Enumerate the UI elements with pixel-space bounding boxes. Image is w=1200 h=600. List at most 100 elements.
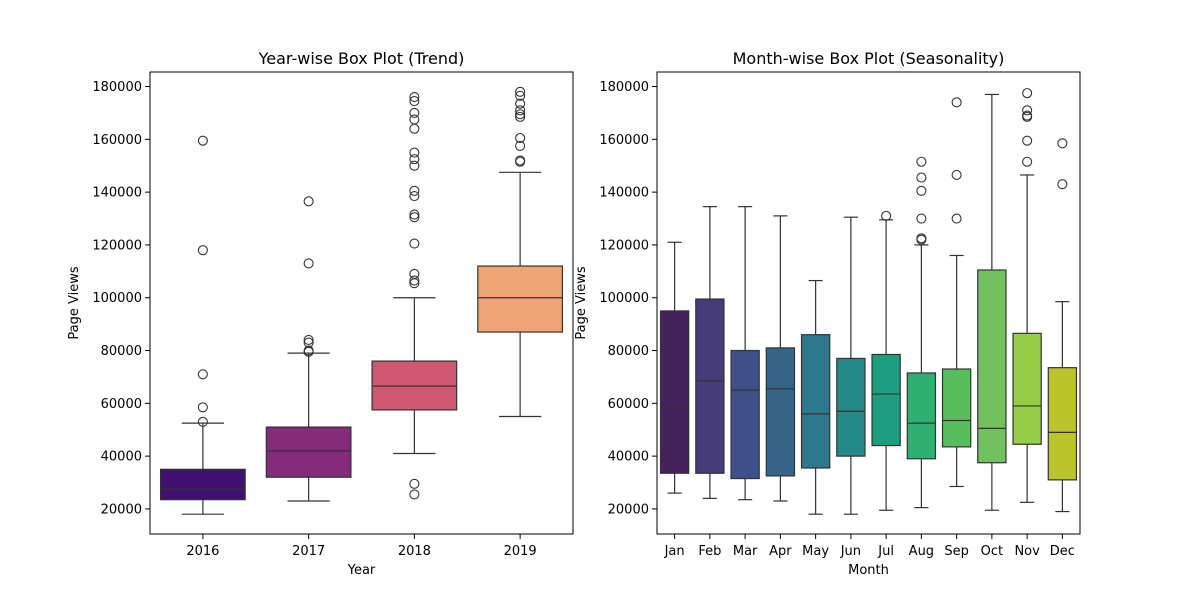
outlier-point bbox=[409, 92, 420, 103]
month-wise-x-tick-label: Sep bbox=[944, 544, 969, 559]
outlier-point bbox=[1022, 88, 1033, 99]
month-wise-box-Dec bbox=[1047, 138, 1078, 513]
month-wise-box-Oct bbox=[977, 93, 1007, 511]
year-wise-y-axis-label: Page Views bbox=[67, 266, 82, 339]
year-wise-box-2019 bbox=[477, 86, 564, 418]
year-wise-box-2017 bbox=[265, 196, 352, 502]
outlier-point bbox=[916, 156, 927, 167]
month-wise-x-tick-label: May bbox=[802, 544, 829, 559]
year-wise-y-tick-label: 140000 bbox=[92, 186, 142, 201]
iqr-box bbox=[730, 349, 760, 480]
year-wise-axes-frame bbox=[149, 71, 574, 535]
outlier-point bbox=[916, 233, 927, 244]
month-wise-y-axis-label: Page Views bbox=[574, 266, 589, 339]
outlier-point bbox=[197, 369, 208, 380]
outlier-point bbox=[916, 185, 927, 196]
outlier-point bbox=[409, 154, 420, 165]
iqr-box bbox=[765, 347, 796, 477]
iqr-box bbox=[659, 310, 690, 474]
outlier-point bbox=[197, 245, 208, 256]
month-wise-x-tick-label: Aug bbox=[909, 544, 934, 559]
month-wise-x-tick-label: Dec bbox=[1050, 544, 1075, 559]
month-wise-box-Jan bbox=[659, 241, 690, 494]
month-wise-x-tick-label: Apr bbox=[769, 544, 792, 559]
year-wise-y-tick-label: 160000 bbox=[92, 133, 142, 148]
year-wise-y-tick-label: 100000 bbox=[92, 291, 142, 306]
year-wise-x-tick-label: 2018 bbox=[398, 544, 431, 559]
outlier-point bbox=[197, 402, 208, 413]
outlier-point bbox=[197, 135, 208, 146]
outlier-point bbox=[515, 86, 526, 97]
month-wise-y-tick-label: 180000 bbox=[599, 80, 649, 95]
outlier-point bbox=[881, 210, 892, 221]
iqr-box bbox=[371, 360, 458, 411]
month-wise-y-tick-label: 40000 bbox=[608, 450, 649, 465]
year-wise-y-tick-label: 60000 bbox=[101, 397, 142, 412]
outlier-point bbox=[515, 105, 526, 116]
outlier-point bbox=[515, 109, 526, 120]
year-wise-x-axis-label: Year bbox=[347, 563, 376, 578]
outlier-point bbox=[515, 111, 526, 122]
year-wise-box-2016 bbox=[159, 135, 246, 515]
iqr-box bbox=[1012, 332, 1042, 445]
year-wise-y-tick-label: 40000 bbox=[101, 450, 142, 465]
outlier-point bbox=[916, 213, 927, 224]
outlier-point bbox=[515, 98, 526, 109]
outlier-point bbox=[951, 213, 962, 224]
month-wise-x-axis-label: Month bbox=[848, 563, 889, 578]
outlier-point bbox=[409, 114, 420, 125]
month-wise-x-tick-label: Nov bbox=[1014, 544, 1040, 559]
month-wise-y-tick-label: 60000 bbox=[608, 397, 649, 412]
outlier-point bbox=[1022, 110, 1033, 121]
year-wise-chart: 20000 40000 60000 80000 100000 120000 140000 16… bbox=[67, 49, 574, 578]
outlier-point bbox=[409, 185, 420, 196]
outlier-point bbox=[951, 97, 962, 108]
outlier-point bbox=[303, 345, 314, 356]
iqr-box bbox=[265, 426, 352, 478]
iqr-box bbox=[836, 357, 866, 457]
year-wise-x-tick-label: 2019 bbox=[504, 544, 537, 559]
month-wise-x-tick-label: Jun bbox=[840, 544, 861, 559]
outlier-point bbox=[409, 95, 420, 107]
outlier-point bbox=[409, 212, 420, 223]
month-wise-box-Nov bbox=[1012, 88, 1042, 503]
outlier-point bbox=[409, 489, 420, 500]
year-wise-y-tick-label: 120000 bbox=[92, 238, 142, 253]
outlier-point bbox=[1057, 179, 1068, 190]
iqr-box bbox=[977, 269, 1007, 464]
outlier-point bbox=[303, 258, 314, 269]
outlier-point bbox=[916, 172, 927, 183]
month-wise-box-Feb bbox=[695, 206, 725, 499]
month-wise-box-Jul bbox=[871, 210, 901, 511]
outlier-point bbox=[409, 275, 420, 286]
outlier-point bbox=[1022, 156, 1033, 167]
outlier-point bbox=[1057, 138, 1068, 149]
iqr-box bbox=[159, 468, 246, 501]
year-wise-x-tick-label: 2016 bbox=[186, 544, 219, 559]
iqr-box bbox=[941, 368, 972, 448]
outlier-point bbox=[409, 209, 420, 220]
month-wise-x-tick-label: Oct bbox=[981, 544, 1003, 559]
month-wise-x-tick-label: Jan bbox=[664, 544, 685, 559]
month-wise-box-Aug bbox=[906, 156, 937, 509]
outlier-point bbox=[409, 107, 420, 118]
month-wise-y-tick-label: 80000 bbox=[608, 344, 649, 359]
month-wise-box-Apr bbox=[765, 215, 796, 502]
month-wise-x-tick-label: Feb bbox=[698, 544, 721, 559]
month-wise-box-Sep bbox=[941, 97, 972, 488]
month-wise-title: Month-wise Box Plot (Seasonality) bbox=[733, 49, 1005, 68]
month-wise-y-tick-label: 140000 bbox=[599, 186, 649, 201]
month-wise-y-tick-label: 20000 bbox=[608, 502, 649, 517]
month-wise-axes-frame bbox=[656, 71, 1081, 535]
outlier-point bbox=[951, 169, 962, 181]
iqr-box bbox=[695, 298, 725, 474]
month-wise-y-tick-label: 120000 bbox=[599, 238, 649, 253]
year-wise-box-2018 bbox=[371, 92, 458, 500]
year-wise-y-tick-label: 180000 bbox=[92, 80, 142, 95]
outlier-point bbox=[409, 478, 420, 489]
outlier-point bbox=[515, 155, 526, 166]
month-wise-x-tick-label: Mar bbox=[733, 544, 758, 559]
month-wise-box-May bbox=[800, 279, 831, 515]
outlier-point bbox=[1022, 105, 1033, 116]
